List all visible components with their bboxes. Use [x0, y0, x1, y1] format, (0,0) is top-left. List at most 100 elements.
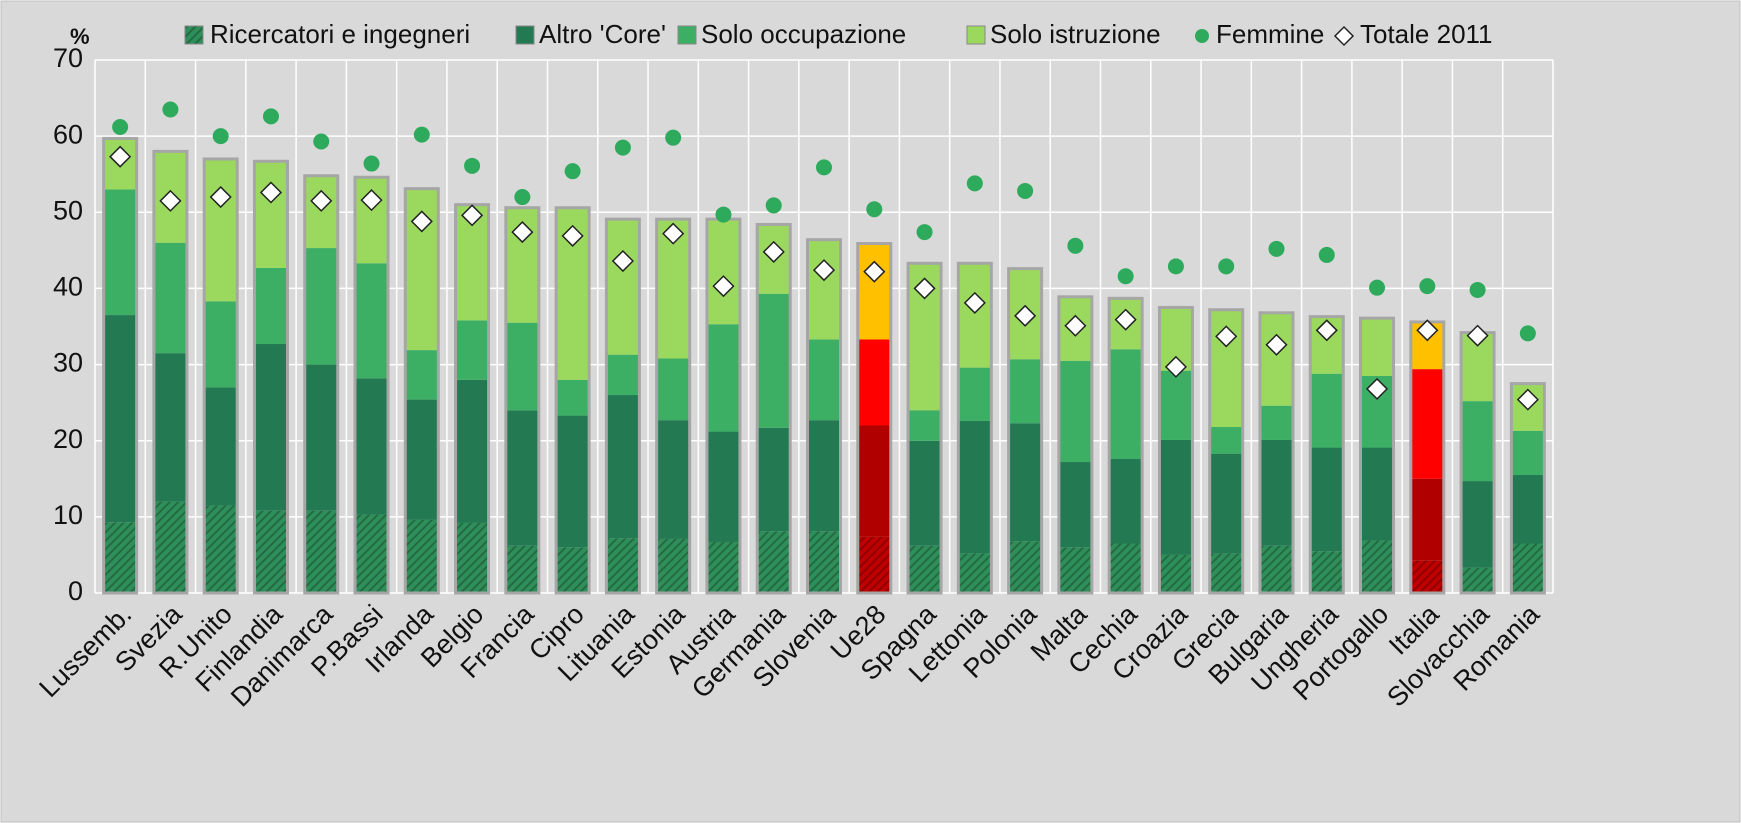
bar-outline	[906, 261, 943, 595]
bar-segment	[757, 531, 791, 593]
bar-segment	[1209, 453, 1243, 554]
point-femmine	[715, 206, 732, 223]
bar-segment	[1360, 540, 1394, 593]
bar-segment	[405, 350, 439, 400]
legend-swatch	[184, 25, 204, 45]
bar-segment	[153, 501, 187, 593]
bar-segment	[1259, 312, 1293, 406]
bar-outline	[655, 217, 692, 595]
point-totale	[1516, 388, 1539, 411]
bar-segment	[606, 354, 640, 396]
bar-outline	[1057, 295, 1094, 595]
bar-segment	[1310, 551, 1344, 593]
bar-segment	[455, 522, 489, 593]
point-totale	[410, 210, 433, 233]
point-totale	[712, 275, 735, 298]
bar-segment	[204, 387, 238, 506]
legend-label: Altro 'Core'	[539, 19, 666, 49]
bar-segment	[1410, 560, 1444, 593]
bar-segment	[153, 353, 187, 502]
bar-segment	[1159, 439, 1193, 555]
bar-segment	[908, 440, 942, 546]
bar-segment	[706, 541, 740, 593]
bar-outline	[252, 159, 289, 595]
bar-segment	[1159, 370, 1193, 440]
point-femmine	[916, 224, 933, 241]
point-femmine	[665, 129, 682, 146]
bar-segment	[656, 538, 690, 593]
bar-segment	[706, 431, 740, 542]
bar-segment	[706, 324, 740, 432]
bar-segment	[455, 320, 489, 380]
bar-outline	[152, 149, 189, 595]
bar-outline	[202, 157, 239, 595]
bar-segment	[556, 547, 590, 593]
point-totale	[812, 259, 836, 282]
bar-outline	[1308, 315, 1345, 595]
point-totale	[360, 189, 383, 212]
bar-segment	[1310, 447, 1344, 552]
bar-segment	[1058, 547, 1092, 593]
bar-outline	[856, 242, 893, 595]
bar-segment	[1360, 447, 1394, 541]
point-femmine	[866, 201, 883, 218]
bar-segment	[1259, 405, 1293, 440]
bar-segment	[1360, 318, 1394, 376]
bar-segment	[958, 263, 992, 368]
point-femmine	[1519, 325, 1536, 342]
point-femmine	[765, 197, 782, 214]
bar-segment	[1511, 474, 1545, 544]
bar-segment	[1109, 458, 1143, 544]
bar-segment	[1461, 567, 1495, 593]
bar-segment	[1109, 349, 1143, 459]
bar-outline	[806, 238, 842, 595]
bar-segment	[656, 420, 690, 539]
bar-segment	[1209, 427, 1243, 454]
bar-outline	[1208, 308, 1245, 595]
bar-segment	[1410, 369, 1444, 479]
bar-segment	[1008, 359, 1042, 424]
y-tick-label: 10	[53, 500, 83, 530]
bar-segment	[254, 267, 288, 345]
bar-segment	[807, 239, 841, 340]
bar-outline	[303, 174, 340, 595]
point-femmine	[514, 189, 531, 206]
bar-outline	[403, 187, 440, 595]
point-totale	[1416, 319, 1439, 342]
bar-segment	[606, 395, 640, 539]
point-femmine	[262, 108, 279, 125]
point-femmine	[564, 163, 581, 180]
legend-label: Solo occupazione	[701, 19, 906, 49]
y-tick-label: 70	[53, 43, 83, 73]
legend-swatch	[515, 25, 535, 45]
point-totale	[611, 249, 634, 273]
point-femmine	[212, 128, 229, 145]
legend-label: Ricercatori e ingegneri	[210, 19, 470, 49]
bar-segment	[1259, 545, 1293, 593]
bar-segment	[1461, 401, 1495, 482]
bar-segment	[1511, 543, 1545, 593]
bar-segment	[857, 243, 891, 340]
bar-segment	[857, 339, 891, 426]
point-femmine	[1469, 281, 1486, 298]
bar-segment	[505, 322, 539, 411]
point-femmine	[1419, 278, 1436, 295]
point-totale	[1014, 304, 1037, 327]
legend-swatch	[677, 25, 697, 45]
bar-segment	[1410, 478, 1444, 561]
bar-segment	[254, 510, 288, 593]
y-tick-label: 50	[53, 195, 83, 225]
point-femmine	[816, 159, 832, 176]
point-femmine	[1167, 258, 1184, 275]
point-femmine	[313, 133, 330, 150]
bar-segment	[405, 519, 439, 593]
bar-segment	[254, 161, 288, 268]
point-totale	[1215, 325, 1238, 348]
bar-segment	[1159, 554, 1193, 593]
bar-segment	[505, 410, 539, 546]
point-femmine	[1218, 258, 1235, 275]
y-tick-label: 60	[53, 119, 83, 149]
point-femmine	[1117, 268, 1134, 285]
bar-segment	[908, 410, 942, 441]
